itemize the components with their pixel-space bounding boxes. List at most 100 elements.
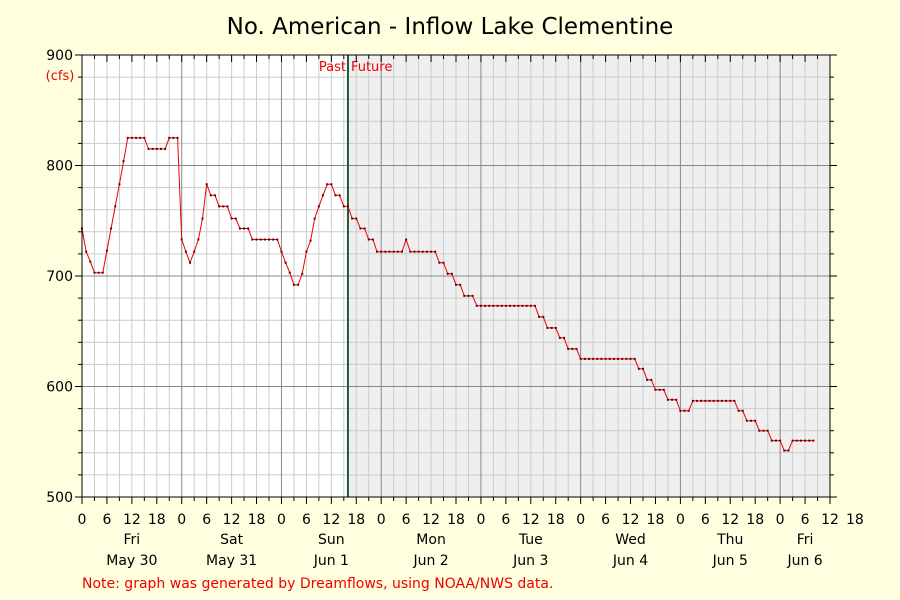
- data-point: [334, 194, 337, 197]
- data-point: [292, 283, 295, 286]
- day-date-label: Jun 3: [512, 553, 548, 569]
- data-point: [421, 250, 424, 253]
- data-point: [567, 347, 570, 350]
- data-point: [338, 194, 341, 197]
- y-tick-label: 800: [46, 159, 73, 175]
- x-tick-label: 6: [202, 512, 211, 528]
- x-tick-label: 6: [402, 512, 411, 528]
- day-date-label: Jun 5: [712, 553, 748, 569]
- data-point: [629, 357, 632, 360]
- data-point: [380, 250, 383, 253]
- data-point: [288, 271, 291, 274]
- data-point: [147, 147, 150, 150]
- footnote: Note: graph was generated by Dreamflows,…: [82, 576, 553, 592]
- data-point: [205, 183, 208, 186]
- data-point: [463, 294, 466, 297]
- data-point: [533, 304, 536, 307]
- day-weekday-label: Tue: [518, 532, 543, 548]
- data-point: [558, 336, 561, 339]
- data-point: [700, 399, 703, 402]
- data-point: [741, 409, 744, 412]
- data-point: [808, 439, 811, 442]
- data-point: [795, 439, 798, 442]
- data-point: [733, 399, 736, 402]
- x-tick-label: 0: [277, 512, 286, 528]
- data-point: [691, 399, 694, 402]
- data-point: [679, 409, 682, 412]
- data-point: [388, 250, 391, 253]
- day-weekday-label: Wed: [615, 532, 646, 548]
- x-tick-label: 18: [647, 512, 665, 528]
- data-point: [409, 250, 412, 253]
- x-tick-label: 0: [576, 512, 585, 528]
- data-point: [675, 398, 678, 401]
- data-point: [563, 336, 566, 339]
- data-point: [151, 147, 154, 150]
- grid-major: [82, 55, 830, 497]
- data-point: [525, 304, 528, 307]
- data-point: [363, 227, 366, 230]
- data-point: [351, 217, 354, 220]
- data-point: [799, 439, 802, 442]
- data-point: [504, 304, 507, 307]
- day-weekday-label: Mon: [416, 532, 446, 548]
- axis-ticks: [75, 54, 837, 504]
- y-tick-label: 600: [46, 380, 73, 396]
- data-point: [770, 439, 773, 442]
- data-point: [459, 283, 462, 286]
- y-tick-label: 900: [46, 48, 73, 64]
- data-point: [317, 205, 320, 208]
- data-point: [135, 136, 138, 139]
- data-point: [268, 238, 270, 241]
- data-point: [479, 304, 482, 307]
- x-tick-label: 12: [223, 512, 241, 528]
- day-date-label: Jun 1: [313, 553, 349, 569]
- data-point: [608, 357, 611, 360]
- data-point: [130, 136, 133, 139]
- past-label: Past: [319, 60, 346, 75]
- data-point: [662, 388, 665, 391]
- data-point: [642, 367, 644, 370]
- x-tick-label: 12: [123, 512, 141, 528]
- data-point: [405, 238, 408, 241]
- data-point: [745, 419, 748, 422]
- day-date-label: Jun 4: [612, 553, 648, 569]
- data-point: [400, 250, 403, 253]
- day-weekday-label: Thu: [716, 532, 743, 548]
- data-point: [143, 136, 146, 139]
- data-point: [646, 378, 649, 381]
- chart-title: No. American - Inflow Lake Clementine: [227, 14, 674, 40]
- x-tick-label: 6: [501, 512, 510, 528]
- data-point: [450, 272, 453, 275]
- data-point: [683, 409, 686, 412]
- data-point: [168, 136, 171, 139]
- data-point: [110, 227, 113, 230]
- data-point: [509, 304, 512, 307]
- data-point: [604, 357, 607, 360]
- data-point: [371, 238, 374, 241]
- data-point: [392, 250, 395, 253]
- x-tick-label: 0: [177, 512, 186, 528]
- data-point: [762, 429, 765, 432]
- data-point: [209, 194, 212, 197]
- data-point: [696, 399, 699, 402]
- data-point: [417, 250, 420, 253]
- data-point: [322, 194, 325, 197]
- data-point: [222, 205, 225, 208]
- data-point: [650, 378, 653, 381]
- data-point: [255, 238, 258, 241]
- x-tick-label: 18: [547, 512, 565, 528]
- data-point: [600, 357, 603, 360]
- data-point: [355, 217, 358, 220]
- data-point: [226, 205, 229, 208]
- data-point: [575, 347, 578, 350]
- data-point: [346, 205, 349, 208]
- data-point: [301, 272, 304, 275]
- future-label: Future: [351, 60, 392, 75]
- data-point: [625, 357, 628, 360]
- x-tick-label: 0: [78, 512, 87, 528]
- data-point: [550, 326, 553, 329]
- data-point: [105, 249, 108, 252]
- data-point: [546, 326, 549, 329]
